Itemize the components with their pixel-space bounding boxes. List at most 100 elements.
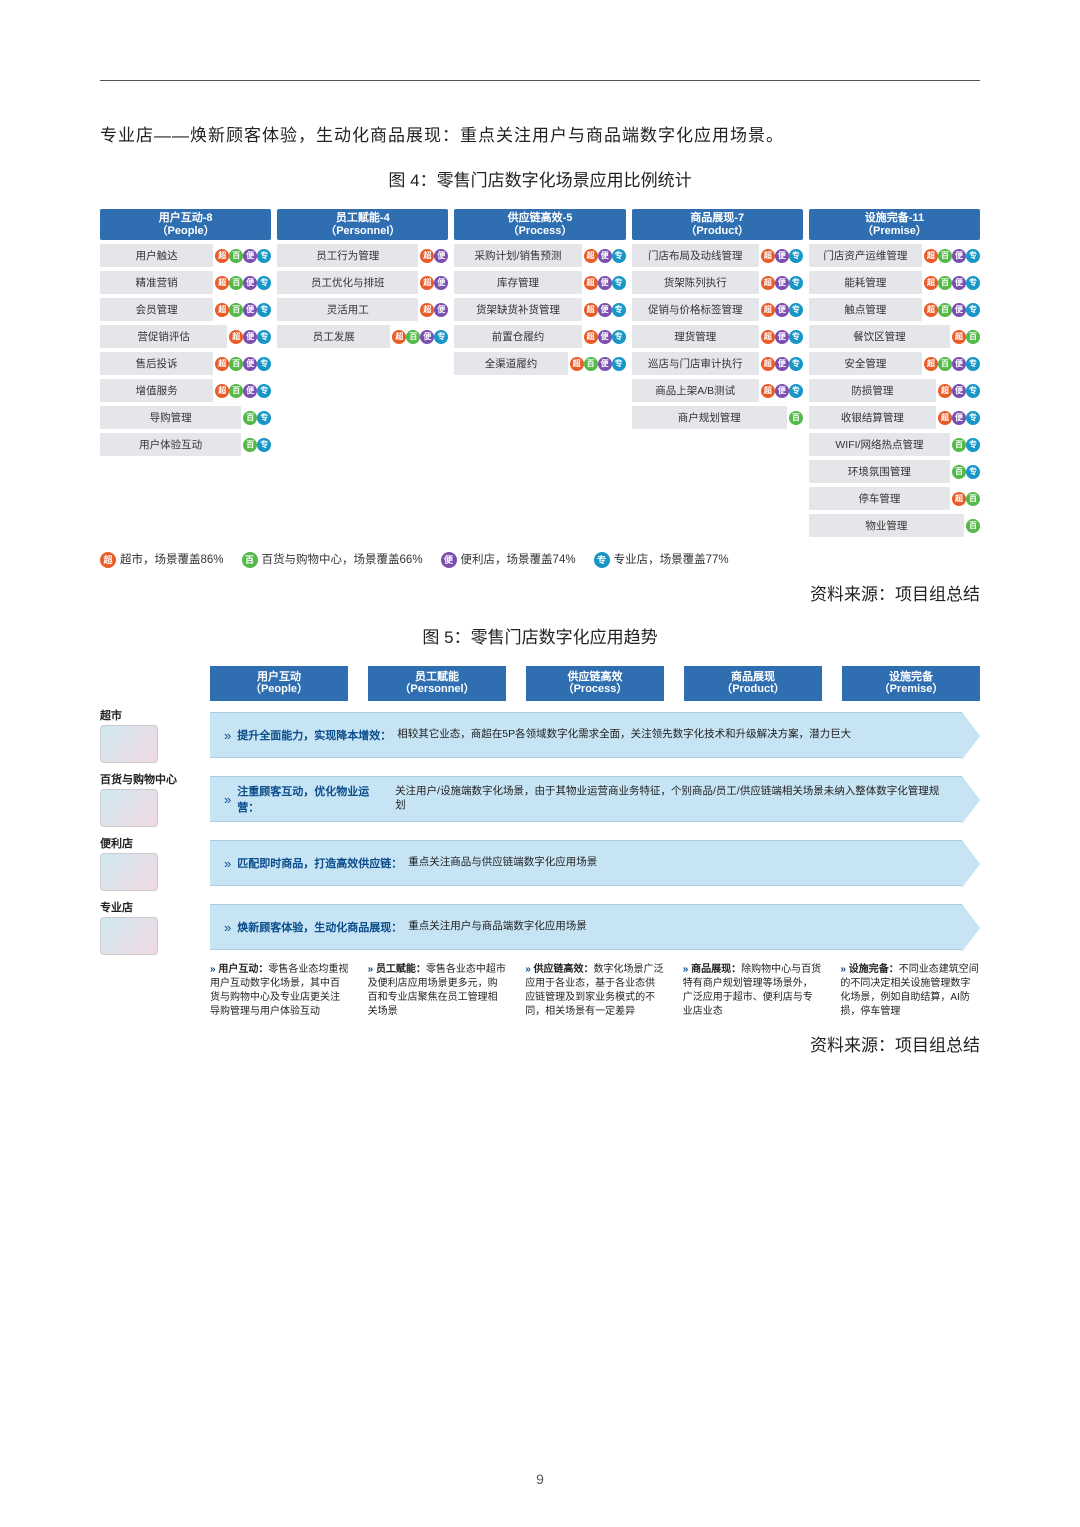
badge-zhuan: 专 <box>612 330 626 344</box>
fig5-row-label-text: 超市 <box>100 707 122 723</box>
badge-bian: 便 <box>243 249 257 263</box>
fig4-row: 会员管理超百便专 <box>100 298 271 321</box>
badge-zhuan: 专 <box>966 384 980 398</box>
badge-bian: 便 <box>243 276 257 290</box>
badge-zhuan: 专 <box>434 330 448 344</box>
fig4-cell-label: 安全管理 <box>809 352 922 375</box>
badge-bai: 百 <box>966 492 980 506</box>
legend-item: 便便利店，场景覆盖74% <box>441 551 576 568</box>
fig4-badges: 超便专 <box>761 276 803 290</box>
fig4-cell-label: 全渠道履约 <box>454 352 567 375</box>
badge-zhuan: 专 <box>966 357 980 371</box>
badge-bai: 百 <box>229 276 243 290</box>
badge-bian: 便 <box>598 303 612 317</box>
fig4-row: 用户触达超百便专 <box>100 244 271 267</box>
fig5-row-label: 便利店 <box>100 835 210 891</box>
fig4-row: 促销与价格标签管理超便专 <box>632 298 803 321</box>
fig4-row: 货架缺货补货管理超便专 <box>454 298 625 321</box>
fig4-cell-label: 货架陈列执行 <box>632 271 759 294</box>
legend-dot: 便 <box>441 552 457 568</box>
badge-chao: 超 <box>924 276 938 290</box>
legend-text: 百货与购物中心，场景覆盖66% <box>262 554 423 566</box>
badge-bai: 百 <box>406 330 420 344</box>
badge-bian: 便 <box>598 357 612 371</box>
legend-dot: 百 <box>242 552 258 568</box>
fig4-cell-label: 营促销评估 <box>100 325 227 348</box>
badge-bian: 便 <box>598 276 612 290</box>
badge-bian: 便 <box>434 276 448 290</box>
fig4-row: 货架陈列执行超便专 <box>632 271 803 294</box>
fig5-row: 百货与购物中心»注重顾客互动，优化物业运营：关注用户/设施端数字化场景，由于其物… <box>100 771 980 827</box>
fig5-header-cell: 设施完备（Premise） <box>842 666 980 701</box>
fig4-cell-label: 精准营销 <box>100 271 213 294</box>
badge-zhuan: 专 <box>257 276 271 290</box>
fig4-row: 用户体验互动百专 <box>100 433 271 456</box>
figure-4-title: 图 4：零售门店数字化场景应用比例统计 <box>100 166 980 191</box>
fig5-row-label-text: 专业店 <box>100 899 133 915</box>
fig4-row: 员工行为管理超便 <box>277 244 448 267</box>
badge-chao: 超 <box>761 357 775 371</box>
badge-zhuan: 专 <box>789 384 803 398</box>
badge-bian: 便 <box>243 384 257 398</box>
badge-zhuan: 专 <box>966 411 980 425</box>
badge-chao: 超 <box>229 330 243 344</box>
fig5-header-cell: 商品展现（Product） <box>684 666 822 701</box>
arrow-bar: »提升全面能力，实现降本增效：相较其它业态，商超在5P各领域数字化需求全面，关注… <box>210 712 962 758</box>
badge-chao: 超 <box>761 303 775 317</box>
fig4-row: 员工优化与排班超便 <box>277 271 448 294</box>
badge-bai: 百 <box>243 411 257 425</box>
fig4-row: 触点管理超百便专 <box>809 298 980 321</box>
fig5-row-label-text: 便利店 <box>100 835 133 851</box>
badge-bian: 便 <box>775 357 789 371</box>
fig4-row: 安全管理超百便专 <box>809 352 980 375</box>
fig4-badges: 百专 <box>243 411 271 425</box>
badge-chao: 超 <box>392 330 406 344</box>
fig4-badges: 超便专 <box>584 249 626 263</box>
badge-bai: 百 <box>952 465 966 479</box>
badge-bai: 百 <box>243 438 257 452</box>
badge-zhuan: 专 <box>789 330 803 344</box>
badge-chao: 超 <box>761 249 775 263</box>
fig4-cell-label: 用户触达 <box>100 244 213 267</box>
fig4-row: 全渠道履约超百便专 <box>454 352 625 375</box>
badge-zhuan: 专 <box>612 276 626 290</box>
fig5-bottom-cell: 供应链高效：数字化场景广泛应用于各业态，基于各业态供应链管理及到家业务模式的不同… <box>525 963 665 1019</box>
arrow-bar: »焕新顾客体验，生动化商品展现：重点关注用户与商品端数字化应用场景 <box>210 904 962 950</box>
badge-zhuan: 专 <box>257 438 271 452</box>
badge-zhuan: 专 <box>966 465 980 479</box>
legend-item: 专专业店，场景覆盖77% <box>594 551 729 568</box>
badge-bian: 便 <box>243 303 257 317</box>
fig4-badges: 超便 <box>420 276 448 290</box>
fig4-cell-label: 巡店与门店审计执行 <box>632 352 759 375</box>
fig4-cell-label: 员工行为管理 <box>277 244 418 267</box>
fig4-badges: 超便 <box>420 249 448 263</box>
fig4-cell-label: 物业管理 <box>809 514 964 537</box>
fig5-bottom-highlight: 用户互动： <box>218 964 268 975</box>
fig4-row: 巡店与门店审计执行超便专 <box>632 352 803 375</box>
fig4-cell-label: 防损管理 <box>809 379 936 402</box>
figure-4-legend: 超超市，场景覆盖86%百百货与购物中心，场景覆盖66%便便利店，场景覆盖74%专… <box>100 551 980 568</box>
fig5-header-cell: 员工赋能（Personnel） <box>368 666 506 701</box>
fig4-cell-label: 员工优化与排班 <box>277 271 418 294</box>
fig4-badges: 超便专 <box>761 384 803 398</box>
fig4-column-header: 供应链高效-5（Process） <box>454 209 625 240</box>
figure-5-bottom-row: 用户互动：零售各业态均重视用户互动数字化场景，其中百货与购物中心及专业店更关注导… <box>210 963 980 1019</box>
badge-bian: 便 <box>775 384 789 398</box>
badge-zhuan: 专 <box>257 357 271 371</box>
fig4-column-header: 商品展现-7（Product） <box>632 209 803 240</box>
badge-bai: 百 <box>966 519 980 533</box>
badge-chao: 超 <box>924 249 938 263</box>
arrow-bar: »注重顾客互动，优化物业运营：关注用户/设施端数字化场景，由于其物业运营商业务特… <box>210 776 962 822</box>
fig4-cell-label: 前置仓履约 <box>454 325 581 348</box>
fig4-cell-label: 商品上架A/B测试 <box>632 379 759 402</box>
fig4-cell-label: 触点管理 <box>809 298 922 321</box>
badge-bian: 便 <box>434 303 448 317</box>
arrow-highlight: 匹配即时商品，打造高效供应链： <box>237 855 402 871</box>
fig4-column-header: 用户互动-8（People） <box>100 209 271 240</box>
arrow-bar: »匹配即时商品，打造高效供应链：重点关注商品与供应链端数字化应用场景 <box>210 840 962 886</box>
badge-zhuan: 专 <box>612 249 626 263</box>
fig4-cell-label: 员工发展 <box>277 325 390 348</box>
badge-chao: 超 <box>938 411 952 425</box>
fig4-badges: 超百便专 <box>215 249 271 263</box>
badge-chao: 超 <box>420 249 434 263</box>
